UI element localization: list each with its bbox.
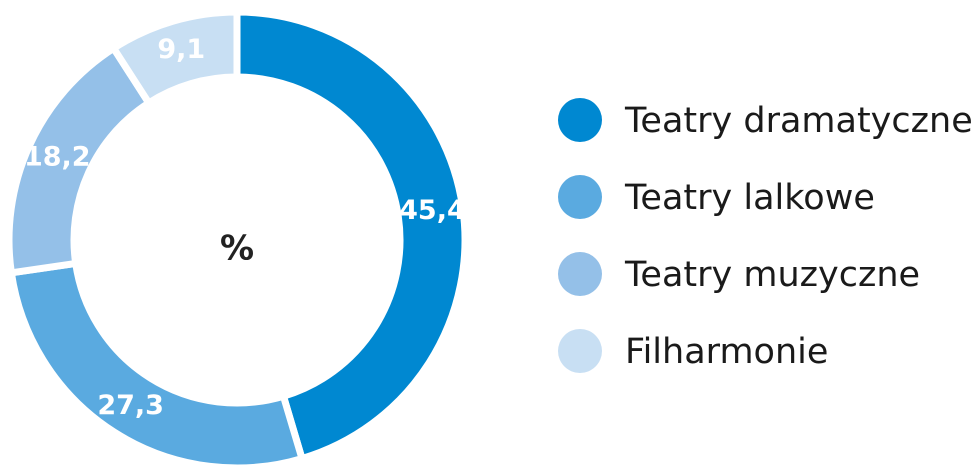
legend-swatch xyxy=(558,98,602,142)
legend-swatch xyxy=(558,175,602,219)
segment-label: 27,3 xyxy=(97,390,164,421)
donut-segment xyxy=(11,263,302,468)
donut-segment xyxy=(237,12,465,459)
legend-label: Filharmonie xyxy=(625,332,828,372)
chart: % 45,4 27,3 18,2 9,1 Teatry dramatyczne Teatr… xyxy=(0,0,974,470)
legend-swatch xyxy=(558,329,602,373)
segment-label: 45,4 xyxy=(399,195,466,226)
legend-label: Teatry muzyczne xyxy=(624,255,920,295)
segment-label: 18,2 xyxy=(24,142,91,173)
legend-label: Teatry lalkowe xyxy=(624,178,875,218)
center-label: % xyxy=(220,229,254,269)
legend-swatch xyxy=(558,252,602,296)
segment-label: 9,1 xyxy=(157,34,205,65)
legend-label: Teatry dramatyczne xyxy=(624,101,973,141)
